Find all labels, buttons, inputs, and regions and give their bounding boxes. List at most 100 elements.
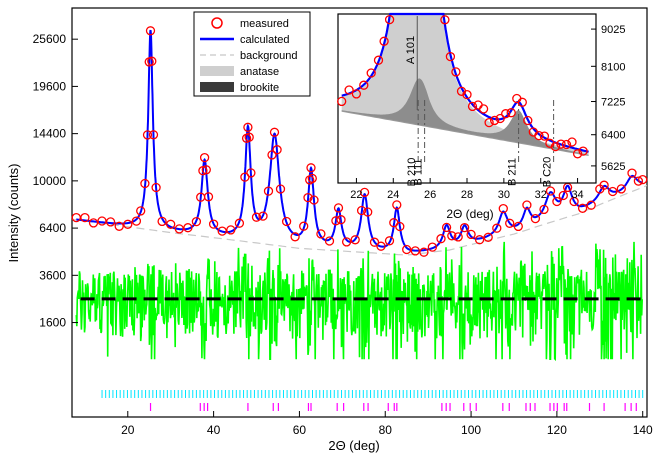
inset-measured-point	[351, 89, 362, 99]
inset-x-axis-label: 2Θ (deg)	[446, 207, 493, 221]
inset-measured-point	[359, 80, 369, 90]
measured-point	[148, 130, 159, 140]
annotation-label: A 101	[405, 36, 417, 64]
annotation-label: B 210	[406, 158, 418, 187]
measured-point	[513, 221, 523, 232]
y-tick-label: 19600	[33, 79, 67, 93]
measured-point	[539, 204, 549, 215]
legend-label: background	[240, 50, 298, 62]
measured-point	[599, 180, 609, 190]
brookite-contribution	[341, 78, 589, 156]
measured-point	[174, 224, 184, 234]
measured-point	[275, 184, 286, 194]
measured-point	[299, 221, 309, 231]
measured-point	[203, 192, 214, 202]
inset-x-tick-label: 26	[424, 189, 436, 201]
measured-point	[498, 203, 508, 214]
measured-point	[157, 216, 167, 227]
inset-measured-point	[578, 146, 588, 156]
measured-point	[151, 182, 161, 193]
inset-x-tick-label: 28	[461, 189, 473, 201]
measured-point	[226, 225, 236, 235]
measured-point	[402, 244, 412, 255]
measured-point	[309, 195, 319, 205]
measured-point	[267, 150, 277, 160]
inset-measured-point	[440, 15, 450, 25]
inset-x-tick-label: 24	[387, 189, 399, 201]
measured-point	[234, 218, 245, 228]
y-tick-label: 25600	[33, 32, 67, 46]
measured-point	[136, 206, 146, 216]
legend-label: brookite	[240, 82, 279, 94]
inset-measured-point	[539, 131, 550, 141]
calculated-series	[76, 29, 643, 252]
measured-point	[359, 187, 370, 198]
x-tick-label: 100	[461, 423, 481, 437]
measured-point	[633, 176, 644, 186]
inset-y-tick-label: 7225	[601, 97, 625, 109]
measured-point	[545, 186, 556, 196]
inset-measured-point	[484, 117, 494, 128]
measured-point	[384, 236, 395, 246]
y-tick-label: 3600	[39, 268, 66, 282]
inset-measured-series	[337, 14, 588, 159]
measured-point	[466, 229, 476, 240]
inset-measured-point	[451, 67, 461, 77]
measured-point	[145, 26, 156, 36]
measured-point	[263, 186, 274, 196]
measured-point	[201, 165, 211, 175]
measured-point	[376, 241, 386, 251]
measured-point	[492, 223, 502, 233]
inset-x-tick-label: 34	[571, 189, 583, 201]
measured-point	[410, 246, 420, 256]
annotation-label: B 211	[507, 158, 519, 186]
y-tick-label: 6400	[39, 221, 66, 235]
measured-point	[303, 192, 313, 203]
x-tick-label: 120	[547, 423, 567, 437]
measured-point	[459, 222, 470, 233]
measured-point	[243, 122, 253, 132]
measured-point	[558, 190, 568, 201]
y-tick-label: 10000	[33, 174, 67, 188]
measured-point	[217, 226, 227, 236]
x-tick-label: 80	[379, 423, 393, 437]
measured-point	[269, 127, 280, 137]
inset-background-line	[341, 110, 589, 156]
measured-point	[251, 212, 262, 222]
inset-measured-point	[462, 89, 472, 100]
measured-point	[281, 216, 292, 227]
measured-point	[608, 186, 618, 197]
inset-measured-point	[556, 139, 566, 149]
measured-point	[324, 236, 335, 246]
brookite-reflection-ticks	[101, 390, 644, 398]
measured-point	[88, 218, 99, 228]
y-axis-label: Intensity (counts)	[6, 164, 21, 263]
measured-point	[395, 221, 405, 232]
measured-point	[586, 200, 596, 210]
measured-point	[350, 235, 360, 245]
measured-point	[419, 247, 429, 257]
measured-point	[441, 222, 452, 233]
inset-measured-point	[534, 130, 544, 141]
inset-measured-point	[567, 137, 577, 147]
legend: measured calculated background anatase brook…	[193, 11, 311, 97]
annotation-label: B C20	[542, 157, 554, 188]
legend-label: calculated	[240, 34, 290, 46]
measured-point	[505, 218, 515, 228]
inset-measured-point	[366, 68, 376, 78]
inset-measured-point	[501, 109, 511, 119]
measured-point	[356, 205, 367, 216]
inset-measured-point	[467, 101, 478, 112]
inset-y-tick-label: 6400	[601, 130, 625, 142]
measured-point	[258, 211, 268, 221]
measured-point	[569, 196, 579, 207]
inset-measured-point	[478, 104, 489, 114]
measured-point	[627, 168, 637, 178]
inset-y-tick-label: 8100	[601, 61, 625, 73]
inset-measured-point	[489, 115, 500, 126]
measured-point	[363, 207, 373, 217]
measured-point	[140, 178, 150, 189]
measured-point	[147, 56, 157, 66]
